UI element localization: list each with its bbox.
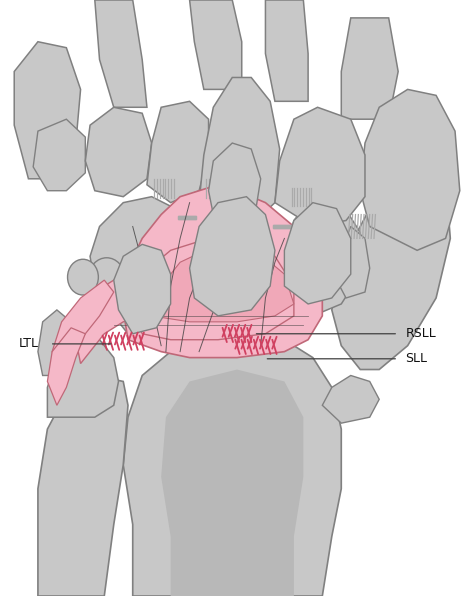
Polygon shape	[360, 89, 460, 250]
Polygon shape	[341, 18, 398, 119]
Polygon shape	[161, 370, 303, 596]
Polygon shape	[284, 197, 360, 316]
Polygon shape	[332, 155, 450, 370]
Polygon shape	[322, 375, 379, 423]
Polygon shape	[90, 197, 190, 334]
Polygon shape	[38, 310, 71, 375]
Polygon shape	[133, 238, 294, 340]
Polygon shape	[147, 101, 209, 203]
Polygon shape	[337, 226, 370, 298]
Polygon shape	[47, 328, 85, 405]
Polygon shape	[284, 203, 351, 304]
Polygon shape	[52, 280, 114, 375]
Polygon shape	[190, 197, 275, 316]
Polygon shape	[199, 77, 280, 221]
Polygon shape	[95, 0, 147, 107]
Polygon shape	[265, 0, 308, 101]
Polygon shape	[76, 262, 180, 364]
Ellipse shape	[89, 257, 124, 296]
Polygon shape	[152, 244, 294, 322]
Text: RSLL: RSLL	[405, 327, 436, 340]
Text: LTL: LTL	[19, 337, 39, 350]
Polygon shape	[209, 143, 261, 221]
Polygon shape	[275, 107, 365, 226]
Text: SLL: SLL	[405, 352, 427, 365]
Polygon shape	[33, 119, 85, 191]
Polygon shape	[14, 42, 81, 179]
Polygon shape	[85, 107, 152, 197]
Polygon shape	[123, 185, 322, 358]
Polygon shape	[114, 244, 171, 334]
Ellipse shape	[67, 259, 99, 295]
Polygon shape	[47, 340, 118, 417]
Polygon shape	[38, 375, 128, 596]
Polygon shape	[190, 191, 284, 322]
Polygon shape	[190, 0, 242, 89]
Polygon shape	[123, 334, 341, 596]
